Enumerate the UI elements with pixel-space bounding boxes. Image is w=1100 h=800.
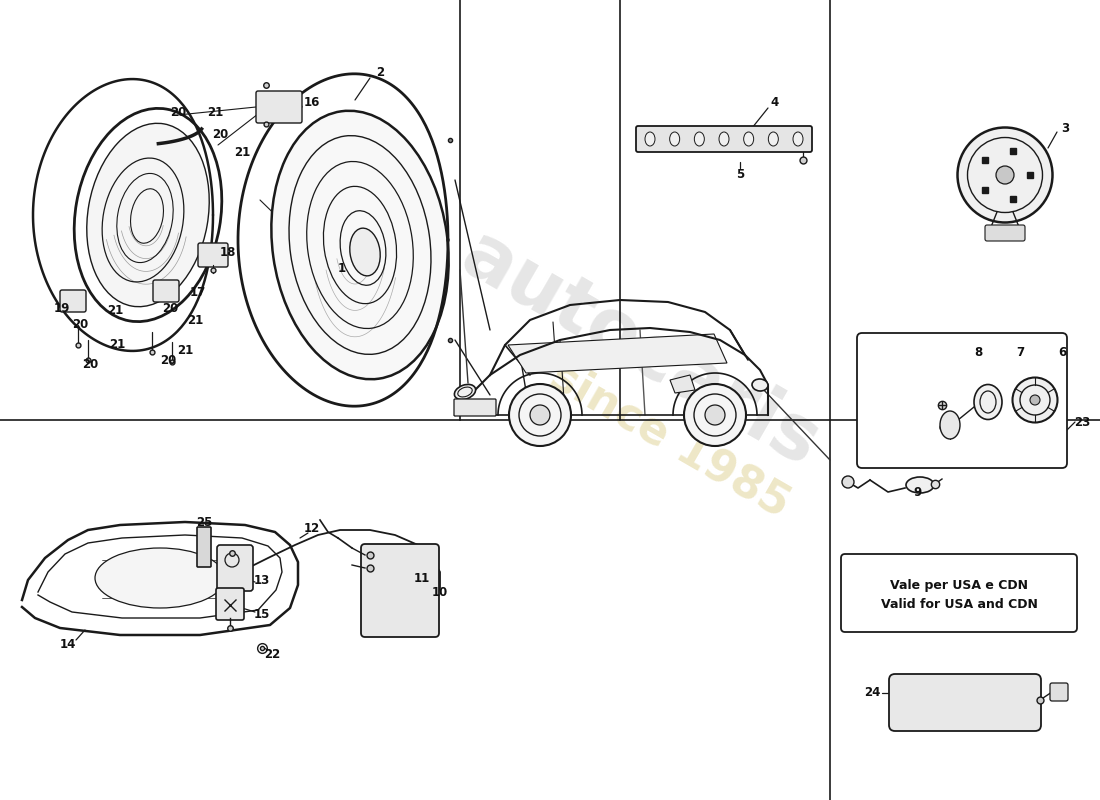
Text: 18: 18 [220, 246, 236, 259]
FancyBboxPatch shape [636, 126, 812, 152]
Text: 20: 20 [212, 129, 228, 142]
Text: 22: 22 [264, 649, 280, 662]
Text: 4: 4 [771, 95, 779, 109]
Text: 12: 12 [304, 522, 320, 534]
FancyBboxPatch shape [984, 225, 1025, 241]
Ellipse shape [670, 132, 680, 146]
FancyBboxPatch shape [197, 527, 211, 567]
Ellipse shape [350, 228, 381, 276]
Ellipse shape [719, 132, 729, 146]
Text: 17: 17 [190, 286, 206, 299]
Text: 14: 14 [59, 638, 76, 651]
Polygon shape [670, 375, 695, 393]
Text: 2: 2 [376, 66, 384, 78]
Ellipse shape [974, 385, 1002, 419]
FancyBboxPatch shape [256, 91, 302, 123]
Ellipse shape [454, 385, 475, 399]
Ellipse shape [842, 476, 854, 488]
Text: 6: 6 [1058, 346, 1066, 358]
Ellipse shape [694, 132, 704, 146]
Text: 21: 21 [107, 303, 123, 317]
Text: 15: 15 [254, 609, 271, 622]
Text: 20: 20 [160, 354, 176, 366]
Text: 25: 25 [196, 517, 212, 530]
FancyBboxPatch shape [889, 674, 1041, 731]
Ellipse shape [705, 405, 725, 425]
Ellipse shape [1012, 378, 1057, 422]
Text: 20: 20 [81, 358, 98, 371]
Text: 20: 20 [162, 302, 178, 314]
Text: 21: 21 [109, 338, 125, 351]
Text: 21: 21 [234, 146, 250, 158]
Text: Valid for USA and CDN: Valid for USA and CDN [881, 598, 1037, 611]
Text: 13: 13 [254, 574, 271, 586]
FancyBboxPatch shape [153, 280, 179, 302]
Text: 7: 7 [1016, 346, 1024, 358]
Ellipse shape [744, 132, 754, 146]
Ellipse shape [752, 379, 768, 391]
Text: 1: 1 [338, 262, 346, 274]
Text: 21: 21 [187, 314, 204, 326]
Text: Vale per USA e CDN: Vale per USA e CDN [890, 578, 1028, 591]
Text: 10: 10 [432, 586, 448, 598]
Text: 19: 19 [54, 302, 70, 314]
Ellipse shape [957, 127, 1053, 222]
Text: 5: 5 [736, 169, 744, 182]
Text: 21: 21 [207, 106, 223, 118]
Ellipse shape [940, 411, 960, 439]
Text: 9: 9 [914, 486, 922, 498]
Text: 16: 16 [304, 95, 320, 109]
Ellipse shape [996, 166, 1014, 184]
Ellipse shape [793, 132, 803, 146]
FancyBboxPatch shape [361, 544, 439, 637]
FancyBboxPatch shape [857, 333, 1067, 468]
FancyBboxPatch shape [842, 554, 1077, 632]
Text: since 1985: since 1985 [542, 354, 798, 526]
FancyBboxPatch shape [217, 545, 253, 591]
Ellipse shape [1030, 395, 1040, 405]
FancyBboxPatch shape [454, 399, 496, 416]
Ellipse shape [272, 110, 449, 379]
Ellipse shape [684, 384, 746, 446]
FancyBboxPatch shape [1050, 683, 1068, 701]
Ellipse shape [645, 132, 654, 146]
Ellipse shape [87, 123, 209, 306]
Ellipse shape [95, 548, 226, 608]
Text: 20: 20 [169, 106, 186, 118]
Text: 11: 11 [414, 571, 430, 585]
Text: 21: 21 [177, 343, 194, 357]
FancyBboxPatch shape [60, 290, 86, 312]
Text: 3: 3 [1060, 122, 1069, 134]
Text: 24: 24 [864, 686, 880, 699]
FancyBboxPatch shape [216, 588, 244, 620]
Text: 23: 23 [1074, 415, 1090, 429]
Polygon shape [508, 334, 727, 373]
Ellipse shape [768, 132, 779, 146]
Ellipse shape [509, 384, 571, 446]
Ellipse shape [906, 477, 934, 493]
Text: 8: 8 [974, 346, 982, 358]
FancyBboxPatch shape [198, 243, 228, 267]
Text: 20: 20 [72, 318, 88, 331]
Ellipse shape [530, 405, 550, 425]
Text: autocaris: autocaris [448, 218, 832, 482]
